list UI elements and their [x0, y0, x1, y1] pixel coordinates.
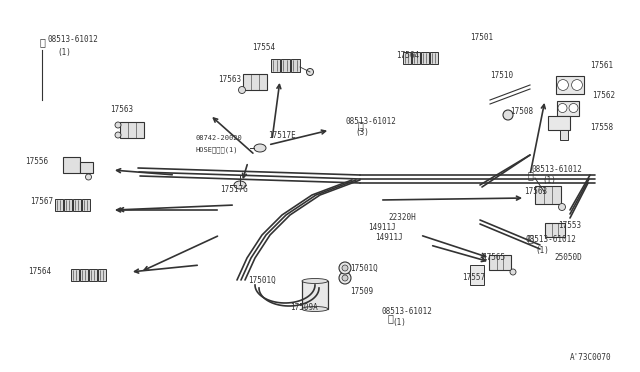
Bar: [420, 52, 429, 64]
Text: 17563: 17563: [524, 187, 547, 196]
Text: (3): (3): [355, 128, 369, 137]
Circle shape: [115, 132, 121, 138]
Bar: [97, 269, 106, 281]
Ellipse shape: [254, 144, 266, 152]
Text: 14911J: 14911J: [375, 234, 403, 243]
Ellipse shape: [302, 279, 328, 283]
Text: 17553: 17553: [558, 221, 581, 230]
Text: 25050D: 25050D: [554, 253, 582, 263]
Bar: [120, 122, 144, 138]
Text: 17510: 17510: [490, 71, 513, 80]
Text: 17508: 17508: [510, 108, 533, 116]
Text: Ⓢ: Ⓢ: [357, 120, 363, 130]
Bar: [291, 58, 300, 71]
Circle shape: [342, 265, 348, 271]
Text: 08513-61012: 08513-61012: [48, 35, 99, 45]
Text: HOSEホース(1): HOSEホース(1): [195, 147, 237, 153]
Circle shape: [307, 68, 314, 76]
Bar: [556, 76, 584, 94]
Bar: [489, 254, 511, 269]
Bar: [63, 157, 79, 173]
Bar: [302, 281, 328, 309]
Text: 17563: 17563: [218, 76, 241, 84]
Text: 17567: 17567: [30, 198, 53, 206]
Text: 08513-61012: 08513-61012: [532, 166, 583, 174]
Bar: [548, 116, 570, 130]
Text: (1): (1): [535, 246, 549, 254]
Text: 17509A: 17509A: [290, 304, 317, 312]
Circle shape: [342, 275, 348, 281]
Text: Ⓢ: Ⓢ: [39, 37, 45, 47]
Bar: [72, 199, 81, 211]
Ellipse shape: [234, 181, 246, 189]
Bar: [70, 269, 79, 281]
Text: 08513-61012: 08513-61012: [346, 118, 397, 126]
Bar: [271, 58, 280, 71]
Text: 17557: 17557: [462, 273, 485, 282]
Text: (1): (1): [57, 48, 71, 57]
Text: 17564: 17564: [28, 267, 51, 276]
Bar: [81, 162, 93, 173]
Text: 08742-20020: 08742-20020: [195, 135, 242, 141]
Bar: [88, 269, 97, 281]
Bar: [243, 74, 267, 90]
Text: Ⓢ: Ⓢ: [527, 170, 533, 180]
Text: 17564: 17564: [396, 51, 419, 60]
Circle shape: [510, 269, 516, 275]
Bar: [54, 199, 63, 211]
Text: A'73C0070: A'73C0070: [570, 353, 612, 362]
Text: 17517G: 17517G: [220, 186, 248, 195]
Circle shape: [557, 80, 568, 90]
Text: 17563: 17563: [110, 106, 133, 115]
Circle shape: [503, 110, 513, 120]
Circle shape: [559, 203, 566, 211]
Text: Ⓢ: Ⓢ: [387, 313, 393, 323]
Text: (1): (1): [392, 317, 406, 327]
Circle shape: [572, 80, 582, 90]
Bar: [79, 269, 88, 281]
Text: 17561: 17561: [590, 61, 613, 70]
Text: (1): (1): [542, 176, 556, 185]
Text: 14911J: 14911J: [368, 224, 396, 232]
Text: 17556: 17556: [25, 157, 48, 167]
Circle shape: [558, 103, 567, 112]
Circle shape: [339, 262, 351, 274]
Circle shape: [86, 174, 92, 180]
Bar: [470, 265, 484, 285]
Text: 08513-61012: 08513-61012: [382, 308, 433, 317]
Text: 17501Q: 17501Q: [350, 263, 378, 273]
Bar: [63, 199, 72, 211]
Text: 17501Q: 17501Q: [248, 276, 276, 285]
Text: 17554: 17554: [252, 44, 275, 52]
Circle shape: [569, 103, 578, 112]
Text: 22320H: 22320H: [388, 214, 416, 222]
Circle shape: [115, 122, 121, 128]
Text: 17565: 17565: [482, 253, 505, 263]
Text: 17562: 17562: [592, 90, 615, 99]
Bar: [403, 52, 410, 64]
Text: Ⓢ: Ⓢ: [527, 233, 533, 243]
Text: 17558: 17558: [590, 124, 613, 132]
Bar: [535, 186, 561, 204]
Text: 17517E: 17517E: [268, 131, 296, 140]
Circle shape: [239, 87, 246, 93]
Ellipse shape: [302, 307, 328, 311]
Circle shape: [339, 272, 351, 284]
Text: 17509: 17509: [350, 288, 373, 296]
Bar: [412, 52, 419, 64]
Bar: [557, 100, 579, 115]
Text: 17501: 17501: [470, 33, 493, 42]
Bar: [81, 199, 90, 211]
Bar: [560, 130, 568, 140]
Bar: [280, 58, 289, 71]
Text: 08513-61012: 08513-61012: [525, 235, 576, 244]
Bar: [545, 223, 565, 237]
Bar: [429, 52, 438, 64]
